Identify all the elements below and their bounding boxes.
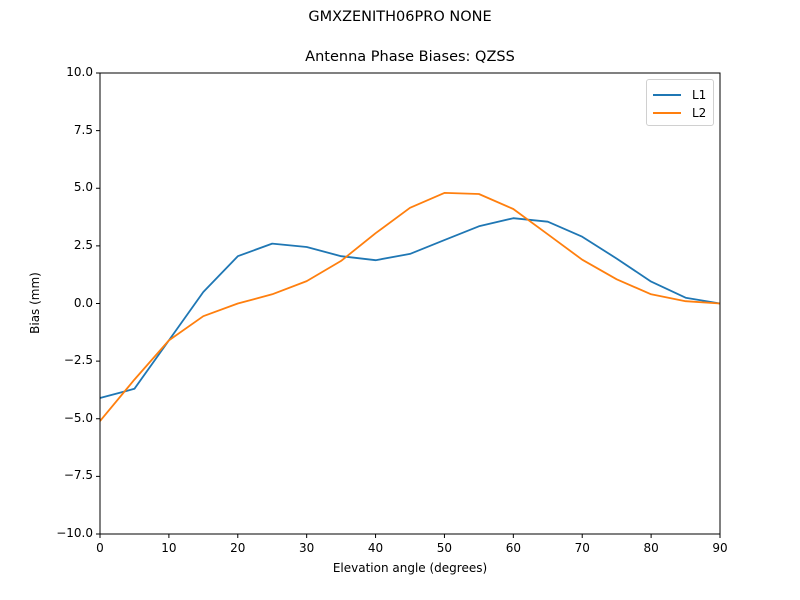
legend-label: L1 <box>692 88 707 102</box>
series-line-l1 <box>99 217 721 399</box>
x-tick-label: 10 <box>161 541 177 555</box>
x-tick-label: 50 <box>436 541 453 555</box>
data-lines <box>99 191 721 422</box>
x-tick-label: 90 <box>712 541 728 555</box>
chart-title: Antenna Phase Biases: QZSS <box>305 49 515 65</box>
x-tick-label: 30 <box>299 541 315 555</box>
y-tick-label: 10.0 <box>66 65 93 79</box>
x-tick-label: 80 <box>643 541 659 555</box>
legend-item-l1: L1 <box>653 88 706 102</box>
axis-ticks <box>96 72 721 538</box>
y-tick-label: −7.5 <box>63 468 93 483</box>
y-tick-label: 2.5 <box>73 237 93 252</box>
x-tick-label: 40 <box>367 541 384 555</box>
x-tick-label: 20 <box>230 541 246 555</box>
legend-label: L2 <box>692 106 707 120</box>
legend: L1 L2 <box>646 79 714 126</box>
series-line-l2 <box>99 191 721 422</box>
y-tick-label: 5.0 <box>73 180 93 195</box>
y-tick-label: −5.0 <box>63 410 93 425</box>
y-tick-label: 7.5 <box>73 122 93 137</box>
y-tick-label: −10.0 <box>56 526 93 540</box>
legend-line-icon <box>653 94 681 96</box>
x-axis-label: Elevation angle (degrees) <box>332 561 488 575</box>
legend-line-icon <box>653 112 681 114</box>
x-tick-label: 0 <box>96 541 104 555</box>
y-axis-label: Bias (mm) <box>28 272 42 334</box>
figure-suptitle: GMXZENITH06PRO NONE <box>308 9 492 25</box>
x-tick-label: 70 <box>574 541 590 555</box>
y-tick-label: 0.0 <box>73 295 93 310</box>
legend-item-l2: L2 <box>653 106 706 120</box>
axes-frame <box>99 72 721 535</box>
y-tick-label: −2.5 <box>63 353 93 368</box>
x-tick-label: 60 <box>505 541 521 555</box>
